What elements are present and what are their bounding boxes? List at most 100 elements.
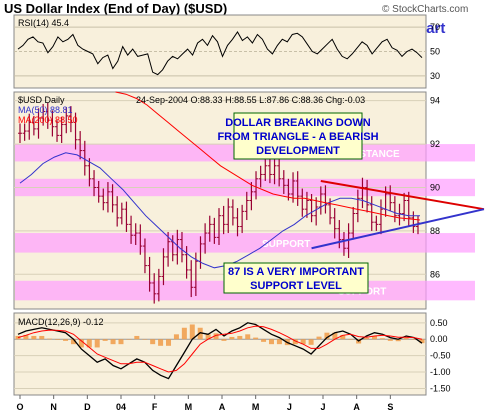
- ma50-line: [19, 152, 420, 269]
- price-bar: [295, 171, 300, 206]
- support-annotation-line-1: 87 IS A VERY IMPORTANT: [228, 266, 364, 278]
- macd-histogram-bar: [118, 339, 124, 345]
- price-legend-ma50: MA(50) 88.81: [18, 105, 73, 115]
- price-bar: [152, 273, 157, 304]
- triangle-upper-line: [320, 179, 485, 211]
- macd-histogram-bar: [70, 339, 76, 345]
- price-legend-series: $USD Daily: [18, 95, 65, 105]
- macd-histogram-bar: [86, 339, 92, 348]
- price-bar: [355, 189, 360, 223]
- macd-histogram-bar: [126, 339, 132, 340]
- rsi-plot: [17, 31, 423, 76]
- macd-histogram-bar: [142, 339, 148, 340]
- price-bar: [351, 207, 356, 240]
- price-bar: [332, 208, 337, 239]
- price-bar: [406, 191, 411, 227]
- price-bar: [55, 120, 60, 142]
- price-bar: [212, 217, 217, 244]
- price-bar: [217, 208, 221, 245]
- price-bar: [78, 131, 83, 160]
- price-bar: [138, 224, 143, 255]
- price-bar: [314, 197, 319, 226]
- price-bar: [341, 231, 346, 256]
- price-legend-ma200: MA(200) 88.50: [18, 115, 78, 125]
- macd-histogram-bar: [419, 339, 425, 344]
- price-bar: [272, 156, 277, 185]
- price-bar: [374, 215, 379, 231]
- price-bar: [50, 110, 55, 137]
- macd-signal-line: [17, 325, 423, 373]
- price-bar: [189, 260, 194, 298]
- macd-histogram-bar: [205, 334, 211, 340]
- x-tick-label: O: [16, 402, 23, 412]
- x-tick-label: N: [50, 402, 57, 412]
- breakdown-annotation-box: [233, 112, 363, 160]
- copyright-text: © StockCharts.com: [382, 4, 468, 15]
- price-bar: [365, 179, 370, 213]
- macd-tick-label: 0.00: [430, 334, 448, 344]
- macd-histogram-bar: [221, 339, 227, 341]
- price-bar: [392, 196, 397, 223]
- price-bar: [244, 191, 249, 221]
- price-bar: [124, 201, 129, 232]
- price-bar: [240, 204, 245, 234]
- price-bar: [226, 198, 231, 234]
- price-bar: [45, 102, 50, 129]
- price-bar: [203, 223, 208, 254]
- x-tick-label: S: [387, 402, 393, 412]
- macd-histogram-bar: [245, 334, 251, 340]
- macd-histogram-bar: [261, 339, 267, 342]
- macd-histogram-bar: [292, 339, 298, 345]
- price-bar: [230, 199, 235, 226]
- price-bar: [161, 248, 166, 286]
- price-bar: [147, 256, 152, 292]
- price-bar: [105, 182, 110, 213]
- x-tick-label: M: [252, 402, 260, 412]
- macd-histogram-bar: [55, 339, 61, 340]
- macd-histogram-bar: [324, 332, 330, 340]
- price-bar: [41, 103, 46, 126]
- macd-histogram-bar: [332, 332, 338, 340]
- macd-histogram-bar: [181, 327, 187, 340]
- price-bar: [249, 182, 254, 211]
- macd-histogram-bar: [348, 339, 354, 340]
- rsi-tick-label: 70: [430, 22, 440, 32]
- macd-histogram-bar: [229, 336, 235, 340]
- x-axis: O N D 04 F M A M J J A S: [16, 395, 393, 412]
- macd-histogram-bar: [173, 334, 179, 340]
- price-bar: [18, 123, 22, 143]
- price-bar: [337, 220, 342, 249]
- price-bar: [304, 191, 309, 218]
- macd-histogram-bar: [340, 334, 346, 340]
- macd-histogram-bar: [158, 339, 164, 346]
- rsi-axis: 30 50 70: [430, 22, 440, 81]
- x-tick-label: F: [152, 402, 158, 412]
- macd-histogram-bar: [316, 336, 322, 340]
- price-bar: [221, 205, 226, 235]
- support-annotation-line-2: SUPPORT LEVEL: [250, 280, 342, 292]
- macd-histogram-bar: [371, 335, 377, 340]
- macd-panel: [13, 312, 427, 396]
- price-plot: [18, 91, 421, 304]
- price-bar: [235, 208, 240, 237]
- macd-histogram-bar: [150, 339, 156, 345]
- macd-histogram-bar: [47, 338, 53, 340]
- macd-histogram-bar: [23, 334, 29, 340]
- price-bar: [258, 165, 263, 188]
- macd-histogram-bar: [364, 337, 370, 340]
- price-bar: [277, 158, 282, 187]
- price-bar: [115, 196, 120, 227]
- price-bar: [129, 215, 134, 244]
- price-bar: [59, 116, 64, 143]
- price-bar: [300, 188, 305, 217]
- price-bar: [156, 268, 161, 302]
- macd-histogram-bar: [387, 339, 393, 341]
- price-bar: [267, 157, 272, 184]
- price-bar: [73, 112, 78, 150]
- chart-title: US Dollar Index (End of Day) ($USD): [4, 1, 227, 16]
- price-bar: [119, 202, 124, 225]
- x-tick-label: J: [320, 402, 325, 412]
- price-bar: [92, 170, 97, 197]
- x-tick-label: D: [84, 402, 91, 412]
